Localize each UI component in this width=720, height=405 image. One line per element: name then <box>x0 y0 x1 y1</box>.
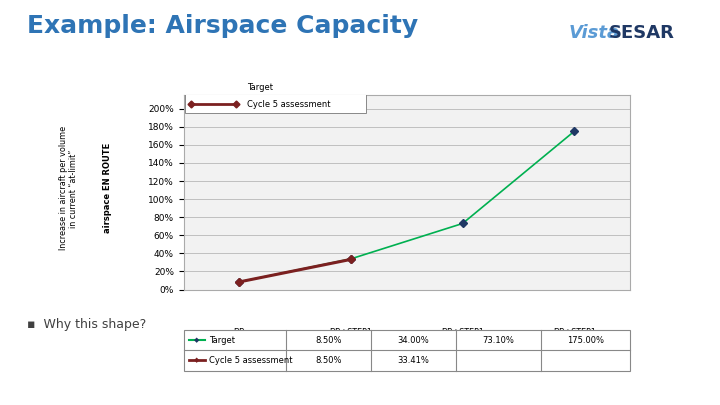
Text: ◆: ◆ <box>194 337 199 343</box>
Text: Cycle 5 assessment: Cycle 5 assessment <box>247 100 330 109</box>
Text: SESAR: SESAR <box>608 24 674 42</box>
Text: airspace EN ROUTE: airspace EN ROUTE <box>104 143 112 233</box>
Text: Target: Target <box>209 336 235 345</box>
Text: Target: Target <box>247 83 273 92</box>
Text: 12: 12 <box>683 386 695 395</box>
Text: Cycle 5 assessment: Cycle 5 assessment <box>209 356 292 365</box>
Text: 8.50%: 8.50% <box>315 336 342 345</box>
FancyBboxPatch shape <box>185 79 366 113</box>
Text: 73.10%: 73.10% <box>482 336 514 345</box>
Text: Performance measurement in a world of targets and trade-offs: Performance measurement in a world of ta… <box>22 386 328 395</box>
Text: Increase in aircraft per volume
in current “at-limit”: Increase in aircraft per volume in curre… <box>59 126 78 250</box>
Text: 33.41%: 33.41% <box>397 356 429 365</box>
Text: 175.00%: 175.00% <box>567 336 604 345</box>
Text: Example: Airspace Capacity: Example: Airspace Capacity <box>27 14 418 38</box>
Text: Vista: Vista <box>569 24 620 42</box>
Text: DB+STEP1
+
STEP2-ST
EP3: DB+STEP1 + STEP2-ST EP3 <box>553 328 595 369</box>
Text: 8.50%: 8.50% <box>315 356 342 365</box>
Text: DB
(Deployme
nt baseline): DB (Deployme nt baseline) <box>216 328 263 358</box>
Text: 34.00%: 34.00% <box>397 336 429 345</box>
Text: DB+STEP1
+STEP2: DB+STEP1 +STEP2 <box>441 328 484 348</box>
Text: ◆: ◆ <box>194 358 199 363</box>
Text: DB+STEP1: DB+STEP1 <box>330 328 372 337</box>
Text: ▪  Why this shape?: ▪ Why this shape? <box>27 318 147 331</box>
